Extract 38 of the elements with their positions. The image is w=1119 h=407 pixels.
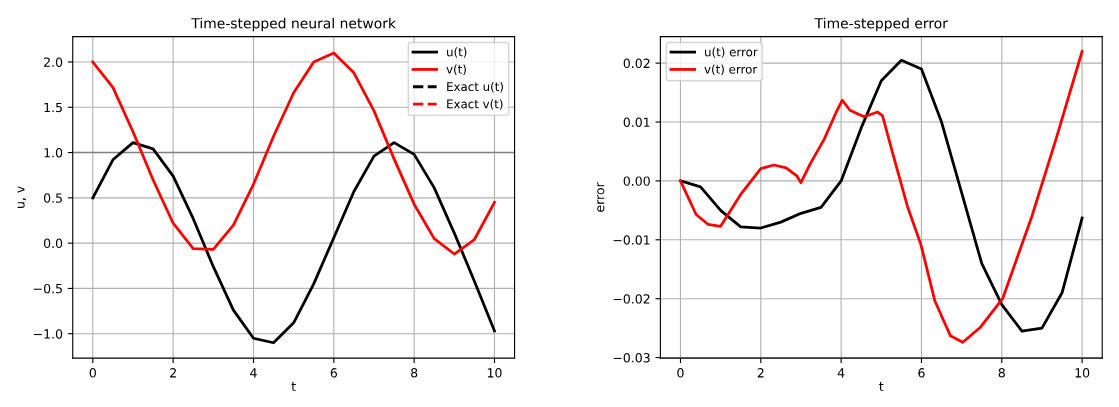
legend-label: v(t) xyxy=(446,64,466,76)
x-tick-label: 4 xyxy=(837,368,845,378)
x-tick-label: 0 xyxy=(677,368,684,378)
x-tick-label: 10 xyxy=(1075,368,1090,378)
y-tick-label: 0.0 xyxy=(43,238,63,249)
y-tick-label: 2.0 xyxy=(44,57,63,67)
y-tick-label: −0.03 xyxy=(613,353,650,363)
chart-title: Time-stepped error xyxy=(814,17,948,32)
x-tick-label: 8 xyxy=(998,368,1005,378)
x-tick-label: 10 xyxy=(487,368,502,378)
y-tick-label: 1.0 xyxy=(44,148,63,158)
legend-label: u(t) xyxy=(447,47,467,58)
x-axis-title: t xyxy=(879,382,884,391)
chart-title: Time-stepped neural network xyxy=(191,17,396,32)
x-axis-title: t xyxy=(291,382,296,391)
line-series xyxy=(91,141,496,345)
y-axis-title: u, v xyxy=(17,186,26,208)
x-tick-label: 8 xyxy=(411,368,418,378)
x-tick-label: 6 xyxy=(330,368,338,378)
legend-label: v(t) error xyxy=(704,64,758,76)
y-axis-title: error xyxy=(597,182,605,212)
x-tick-label: 4 xyxy=(250,368,257,378)
y-tick-label: −0.02 xyxy=(613,294,650,304)
y-tick-label: 0.5 xyxy=(43,193,62,203)
x-tick-label: 2 xyxy=(757,368,764,378)
legend-label: u(t) error xyxy=(705,47,758,58)
y-tick-label: 0.00 xyxy=(623,176,650,186)
y-tick-label: −0.01 xyxy=(613,235,650,245)
x-tick-label: 2 xyxy=(170,368,176,378)
y-tick-label: 0.02 xyxy=(623,58,650,69)
y-tick-label: 0.01 xyxy=(623,117,650,127)
legend-label: Exact u(t) xyxy=(447,81,503,93)
y-tick-label: −0.5 xyxy=(33,283,62,294)
y-tick-label: 1.5 xyxy=(44,102,62,113)
x-tick-label: 0 xyxy=(89,368,96,378)
legend-label: Exact v(t) xyxy=(447,99,503,110)
y-tick-label: −1.0 xyxy=(33,329,63,339)
x-tick-label: 6 xyxy=(918,368,925,378)
